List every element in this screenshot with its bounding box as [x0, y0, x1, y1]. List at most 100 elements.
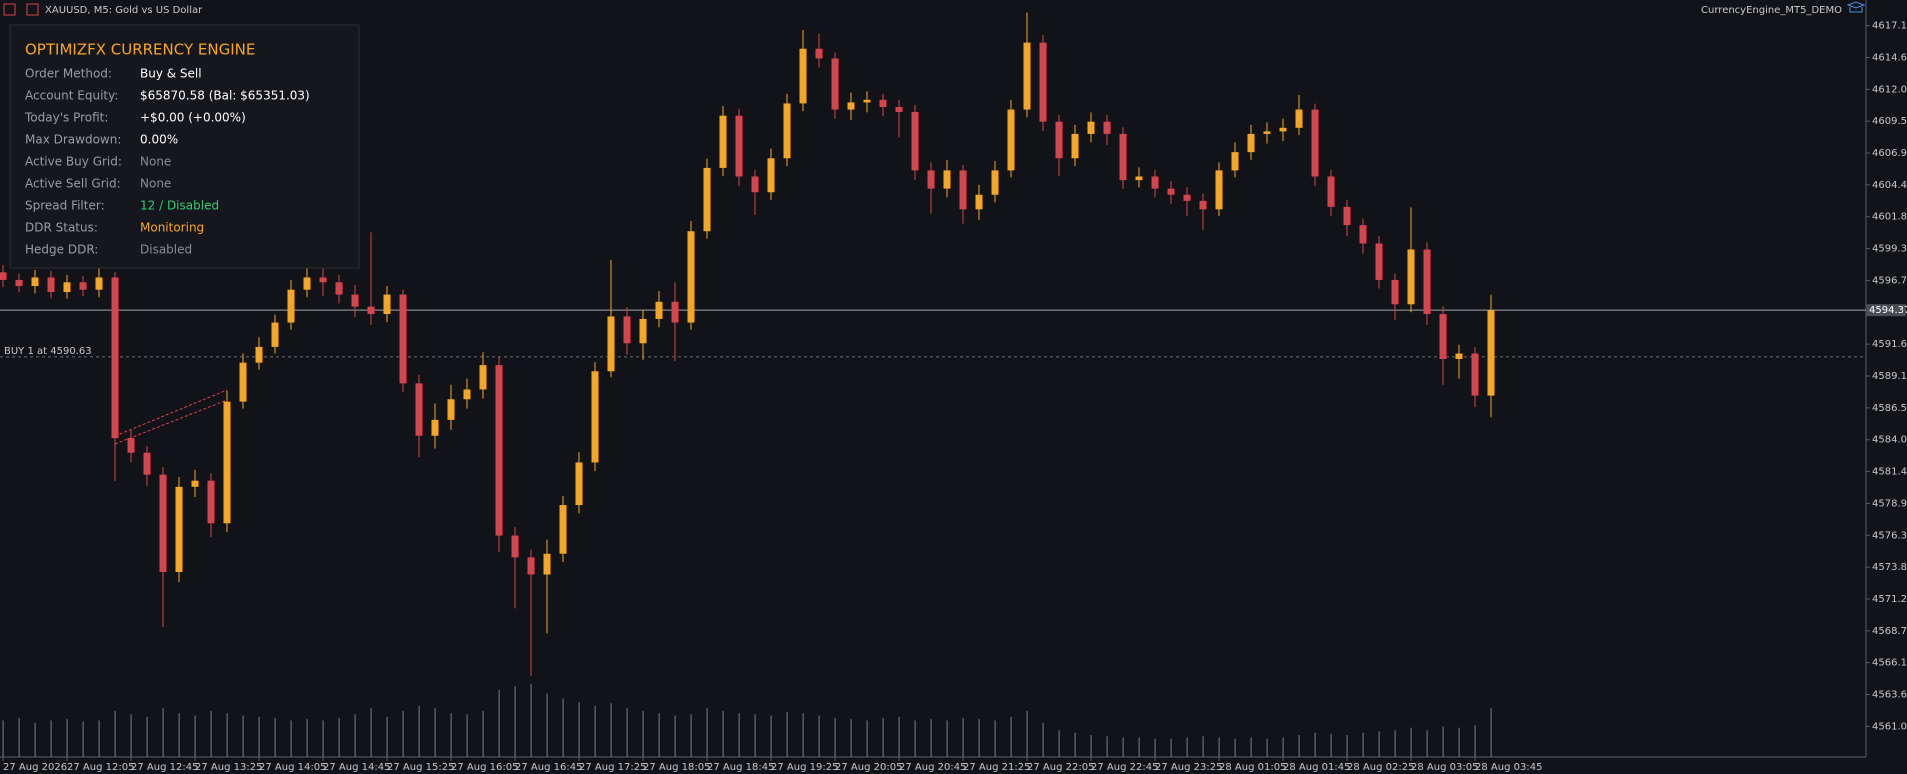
volume-bar	[994, 720, 996, 757]
volume-bar	[882, 717, 884, 757]
candle-body	[1487, 310, 1495, 396]
y-tick-label: 4612.05	[1872, 84, 1907, 95]
volume-bar	[1298, 735, 1300, 757]
candle-body	[767, 158, 775, 193]
volume-bar	[1202, 736, 1204, 757]
x-tick-label: 28 Aug 01:05	[1219, 762, 1286, 773]
candle-body	[127, 438, 135, 453]
candle-body	[751, 176, 759, 193]
volume-bar	[866, 720, 868, 757]
candle-body	[895, 107, 903, 112]
candle-body	[1215, 170, 1223, 210]
volume-bar	[1346, 735, 1348, 757]
volume-bar	[1410, 727, 1412, 757]
x-tick-label: 28 Aug 01:45	[1283, 762, 1350, 773]
candle-body	[959, 170, 967, 210]
candle-body	[543, 553, 551, 575]
y-tick-label: 4584.00	[1872, 435, 1907, 446]
panel-value: +$0.00 (+0.00%)	[140, 111, 246, 125]
volume-bar	[146, 716, 148, 757]
candle-body	[1007, 109, 1015, 171]
volume-bar	[1026, 710, 1028, 757]
candle-body	[15, 279, 23, 287]
candle-body	[1055, 121, 1063, 159]
volume-bar	[258, 716, 260, 757]
candle-body	[191, 480, 199, 487]
volume-bar	[98, 720, 100, 757]
x-tick-label: 27 Aug 18:05	[643, 762, 710, 773]
candle-body	[703, 167, 711, 232]
candle-body	[0, 272, 7, 280]
volume-bar	[1106, 736, 1108, 757]
candle-body	[927, 170, 935, 189]
volume-bar	[690, 714, 692, 757]
panel-label: Active Sell Grid:	[25, 177, 121, 191]
y-tick-label: 4568.70	[1872, 626, 1907, 637]
candle-body	[1295, 109, 1303, 128]
candle-body	[639, 318, 647, 344]
volume-bar	[738, 713, 740, 757]
volume-bar	[1186, 737, 1188, 757]
trade-link	[114, 389, 228, 445]
panel-value: Disabled	[140, 243, 192, 257]
y-tick-label: 4604.40	[1872, 180, 1907, 191]
candle-body	[671, 301, 679, 323]
candle-body	[1311, 109, 1319, 177]
panel-value: 12 / Disabled	[140, 199, 219, 213]
y-tick-label: 4578.90	[1872, 498, 1907, 509]
x-tick-label: 28 Aug 03:05	[1411, 762, 1478, 773]
volume-bar	[514, 686, 516, 757]
candle-body	[815, 48, 823, 59]
volume-bar	[1490, 708, 1492, 757]
x-tick-label: 27 Aug 22:45	[1091, 762, 1158, 773]
symbol-icons	[3, 3, 39, 16]
volume-bar	[1314, 732, 1316, 757]
x-tick-label: 27 Aug 16:45	[515, 762, 582, 773]
account-name: CurrencyEngine_MT5_DEMO	[1701, 5, 1842, 16]
volume-bar	[930, 719, 932, 757]
volume-bar	[114, 710, 116, 757]
volume-bar	[530, 683, 532, 757]
candle-body	[991, 170, 999, 195]
candle-body	[1343, 206, 1351, 226]
candle-body	[879, 99, 887, 108]
y-tick-label: 4566.15	[1872, 658, 1907, 669]
icon	[3, 3, 16, 16]
candle-body	[239, 362, 247, 402]
x-tick-label: 27 Aug 13:25	[195, 762, 262, 773]
current-price-label: 4594.37	[1869, 305, 1907, 316]
candle-body	[623, 316, 631, 344]
volume-bar	[338, 717, 340, 757]
info-panel: OPTIMIZFX CURRENCY ENGINE Order Method: B…	[9, 24, 360, 269]
volume-bar	[402, 710, 404, 757]
candle-body	[559, 505, 567, 554]
candle-body	[863, 99, 871, 103]
volume-bar	[1426, 730, 1428, 757]
volume-bar	[370, 708, 372, 757]
panel-value: Monitoring	[140, 221, 204, 235]
x-tick-label: 28 Aug 02:25	[1347, 762, 1414, 773]
candle-body	[367, 306, 375, 315]
panel-box	[9, 24, 360, 269]
candle-body	[399, 294, 407, 384]
candle-body	[1407, 249, 1415, 305]
candle-body	[47, 277, 55, 293]
candle-body	[431, 419, 439, 436]
candle-body	[1071, 133, 1079, 159]
x-tick-label: 27 Aug 17:25	[579, 762, 646, 773]
candle-body	[1183, 194, 1191, 201]
candle-body	[799, 48, 807, 104]
volume-bar	[466, 714, 468, 757]
panel-value: Buy & Sell	[140, 67, 202, 81]
volume-bar	[1474, 725, 1476, 757]
panel-value: None	[140, 177, 171, 191]
candle-body	[527, 557, 535, 575]
y-tick-label: 4571.25	[1872, 594, 1907, 605]
candle-body	[223, 401, 231, 524]
panel-label: DDR Status:	[25, 221, 98, 235]
candle-body	[31, 277, 39, 287]
panel-label: Spread Filter:	[25, 199, 105, 213]
volume-bar	[434, 708, 436, 757]
x-tick-label: 27 Aug 23:25	[1155, 762, 1222, 773]
